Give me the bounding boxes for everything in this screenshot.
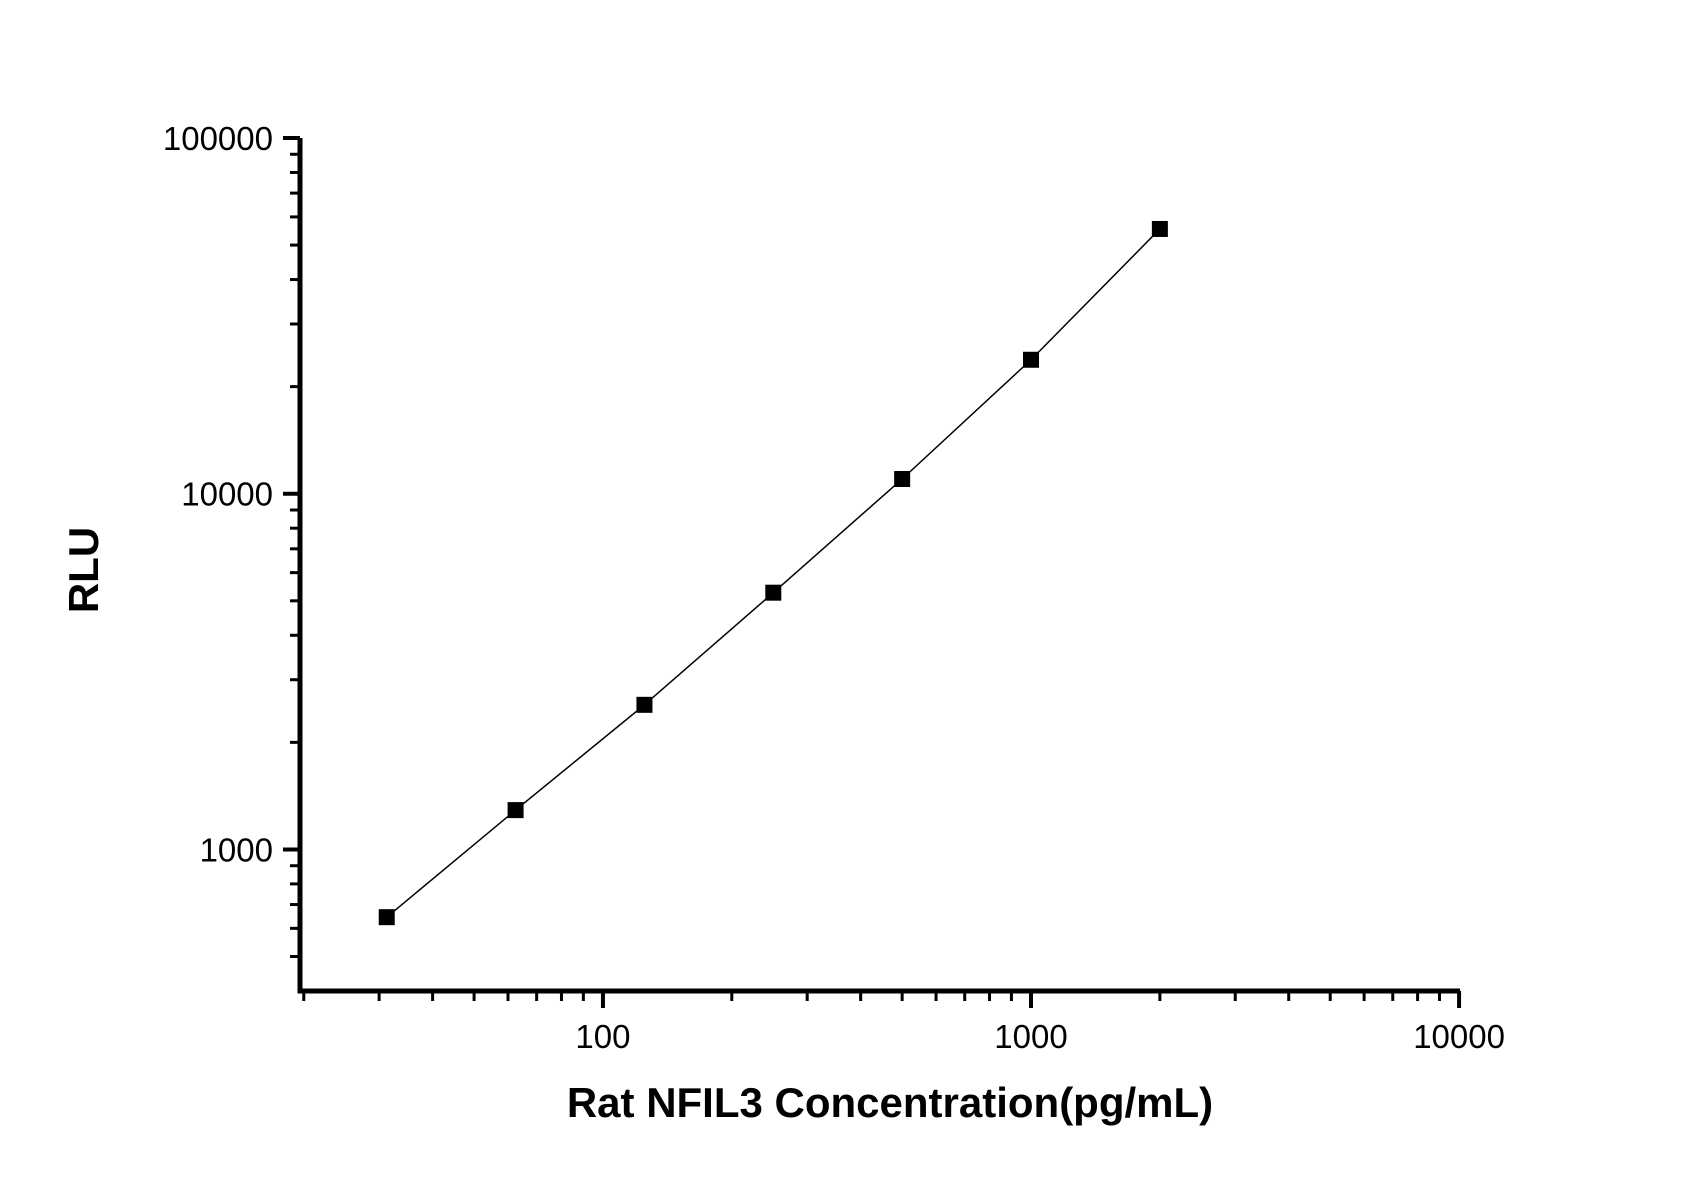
data-point-marker bbox=[507, 802, 524, 819]
data-point-marker bbox=[894, 470, 911, 487]
data-series-line bbox=[386, 228, 1161, 918]
y-axis-tick-label: 100000 bbox=[163, 120, 273, 157]
data-point-marker bbox=[378, 909, 395, 926]
data-point-marker bbox=[636, 696, 653, 713]
axis-frame bbox=[297, 138, 1460, 994]
y-axis-tick-label: 1000 bbox=[200, 831, 273, 868]
data-point-marker bbox=[765, 584, 782, 601]
data-point-marker bbox=[1151, 220, 1168, 237]
x-axis-tick-label: 100 bbox=[575, 1018, 630, 1055]
x-axis-title: Rat NFIL3 Concentration(pg/mL) bbox=[566, 1079, 1214, 1126]
data-point-marker bbox=[1023, 351, 1040, 368]
y-axis-tick-label: 10000 bbox=[181, 476, 273, 513]
x-axis-tick-label: 10000 bbox=[1413, 1018, 1505, 1055]
y-axis-title: RLU bbox=[60, 526, 107, 614]
x-axis-tick-label: 1000 bbox=[994, 1018, 1067, 1055]
